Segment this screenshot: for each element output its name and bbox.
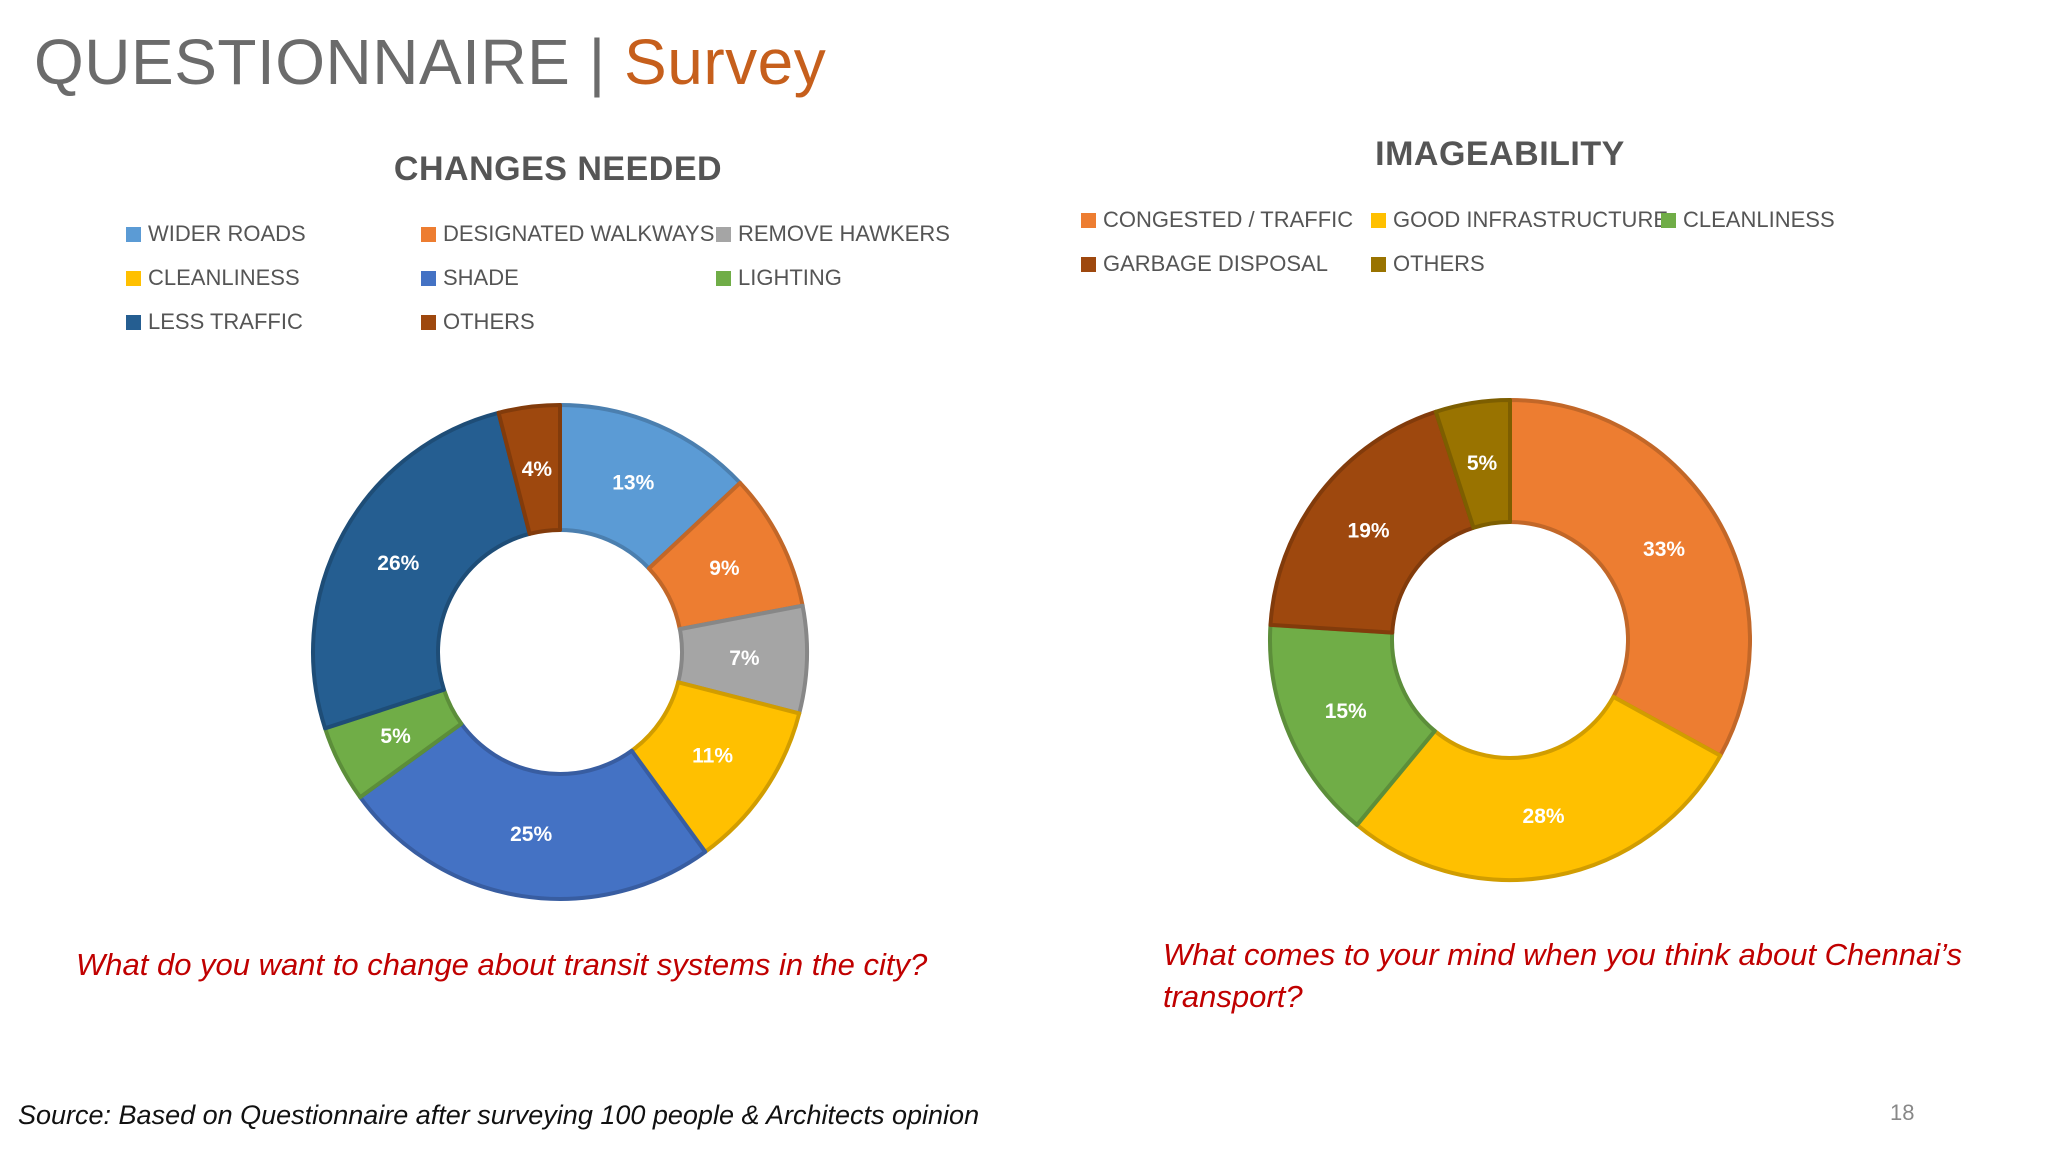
legend-item-remove-hawkers: REMOVE HAWKERS [716,219,950,249]
legend-label: GOOD INFRASTRUCTURE [1393,207,1668,232]
legend-label: CLEANLINESS [1683,207,1835,232]
slice-label-good-infrastructure: 28% [1523,805,1565,828]
legend-item-others-imageability: OTHERS [1371,249,1485,279]
slide-title-separator: | [588,26,606,98]
legend-swatch [1371,256,1386,272]
legend-label: REMOVE HAWKERS [738,221,950,246]
legend-item-designated-walkways: DESIGNATED WALKWAYS [421,219,714,249]
legend-item-less-traffic: LESS TRAFFIC [126,307,303,337]
slide-title-accent: Survey [624,26,827,98]
legend-swatch [1371,212,1386,228]
legend-swatch [1081,212,1096,228]
legend-swatch [716,226,731,242]
legend-label: CLEANLINESS [148,265,300,290]
legend-label: OTHERS [1393,251,1485,276]
donut-chart-imageability: 33% 28% 15% 19% 5% [1268,398,1752,882]
legend-label: GARBAGE DISPOSAL [1103,251,1328,276]
donut-slice-garbage-disposal [1268,409,1476,635]
legend-swatch [1661,212,1676,228]
donut-chart-changes-needed: 13% 9% 7% 11% 25% 5% 26% 4% [311,403,809,901]
slice-label-cleanliness: 11% [692,745,733,768]
legend-swatch [421,314,436,330]
legend-label: SHADE [443,265,519,290]
slice-label-lighting: 5% [380,725,411,748]
legend-label: LIGHTING [738,265,842,290]
donut-slice-good-infrastructure [1355,694,1723,882]
slice-label-cleanliness: 15% [1325,700,1367,723]
slice-label-congested-traffic: 33% [1643,538,1685,561]
slice-label-less-traffic: 26% [377,552,419,575]
slide-title: QUESTIONNAIRE | Survey [34,22,826,102]
legend-label: OTHERS [443,309,535,334]
legend-item-congested-traffic: CONGESTED / TRAFFIC [1081,205,1353,235]
legend-swatch [1081,256,1096,272]
legend-item-others: OTHERS [421,307,535,337]
legend-label: LESS TRAFFIC [148,309,303,334]
donut-slice-others [1433,398,1512,530]
donut-slice-wider-roads [558,403,743,571]
slice-label-wider-roads: 13% [612,472,654,495]
slice-label-remove-hawkers: 7% [729,647,760,670]
legend-label: DESIGNATED WALKWAYS [443,221,715,246]
donut-slice-shade [358,721,708,901]
source-note: Source: Based on Questionnaire after sur… [18,1100,980,1130]
slide-title-main: QUESTIONNAIRE [34,26,571,98]
legend-label: WIDER ROADS [148,221,306,246]
legend-swatch [421,226,436,242]
legend-swatch [716,270,731,286]
page-number: 18 [1890,1100,1915,1125]
legend-swatch [126,270,141,286]
legend-item-good-infrastructure: GOOD INFRASTRUCTURE [1371,205,1668,235]
legend-item-cleanliness-imageability: CLEANLINESS [1661,205,1835,235]
legend-item-wider-roads: WIDER ROADS [126,219,306,249]
legend-swatch [421,270,436,286]
legend-swatch [126,226,141,242]
legend-item-shade: SHADE [421,263,519,293]
slice-label-others: 4% [522,458,553,481]
legend-item-garbage-disposal: GARBAGE DISPOSAL [1081,249,1328,279]
legend-label: CONGESTED / TRAFFIC [1103,207,1354,232]
chart-title-imageability: IMAGEABILITY [1375,135,1625,173]
slice-label-garbage-disposal: 19% [1348,519,1390,542]
question-imageability: What comes to your mind when you think a… [1163,937,1962,1014]
legend-swatch [126,314,141,330]
donut-slice-others [496,403,562,536]
legend-item-cleanliness: CLEANLINESS [126,263,300,293]
donut-slice-congested-traffic [1508,398,1752,758]
legend-item-lighting: LIGHTING [716,263,842,293]
donut-slice-cleanliness [1268,622,1437,827]
slice-label-others: 5% [1467,452,1498,475]
chart-title-changes-needed: CHANGES NEEDED [393,150,723,188]
slice-label-shade: 25% [510,823,552,846]
donut-slice-less-traffic [311,410,532,731]
question-changes-needed: What do you want to change about transit… [76,947,928,982]
slice-label-designated-walkways: 9% [709,557,740,580]
